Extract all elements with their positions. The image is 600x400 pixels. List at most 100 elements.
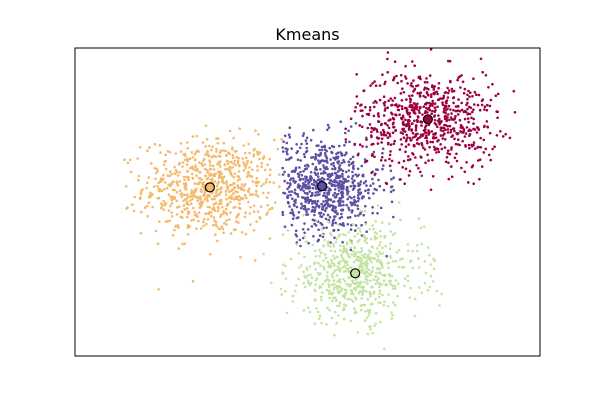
data-point: [469, 106, 473, 110]
data-point: [313, 262, 316, 265]
data-point: [222, 149, 225, 152]
data-point: [334, 240, 338, 244]
data-point: [318, 314, 322, 318]
data-point: [439, 134, 443, 137]
data-point: [218, 165, 222, 168]
data-point: [358, 264, 361, 268]
data-point: [225, 154, 228, 157]
data-point: [336, 192, 340, 196]
data-point: [501, 135, 505, 138]
data-point: [309, 175, 313, 178]
data-point: [375, 188, 378, 192]
data-point: [478, 177, 481, 181]
data-point: [326, 306, 329, 310]
data-point: [255, 184, 258, 187]
data-point: [431, 140, 435, 144]
data-point: [426, 153, 429, 157]
data-point: [168, 219, 171, 223]
data-point: [302, 282, 306, 285]
data-point: [284, 277, 288, 280]
data-point: [263, 168, 267, 172]
data-point: [395, 113, 398, 117]
data-point: [466, 93, 469, 97]
data-point: [357, 214, 360, 217]
data-point: [349, 201, 353, 204]
data-point: [336, 151, 340, 155]
data-point: [415, 124, 418, 127]
data-point: [455, 109, 459, 113]
data-point: [221, 178, 224, 182]
data-point: [389, 169, 393, 173]
data-point: [379, 241, 382, 244]
data-point: [372, 290, 376, 294]
data-point: [310, 276, 314, 280]
data-point: [237, 170, 241, 173]
data-point: [335, 180, 338, 183]
data-point: [337, 234, 341, 238]
data-point: [443, 132, 446, 135]
data-point: [237, 212, 240, 216]
data-point: [366, 282, 369, 285]
data-point: [181, 211, 184, 214]
data-point: [191, 165, 194, 168]
data-point: [377, 115, 381, 118]
data-point: [389, 256, 393, 259]
data-point: [472, 141, 476, 144]
data-point: [483, 105, 487, 108]
data-point: [410, 82, 413, 85]
data-point: [376, 212, 379, 215]
data-point: [382, 95, 386, 98]
data-point: [157, 196, 161, 200]
data-point: [353, 184, 357, 188]
data-point: [304, 139, 308, 142]
data-point: [341, 172, 344, 176]
data-point: [254, 190, 258, 193]
data-point: [316, 190, 320, 194]
data-point: [455, 132, 458, 135]
data-point: [278, 173, 281, 176]
data-point: [471, 110, 474, 114]
data-point: [496, 110, 500, 114]
data-point: [374, 220, 378, 223]
data-point: [154, 177, 157, 181]
data-point: [175, 213, 179, 216]
data-point: [328, 308, 332, 312]
data-point: [358, 143, 362, 146]
data-point: [353, 307, 356, 311]
data-point: [407, 128, 411, 131]
data-point: [337, 314, 340, 317]
data-point: [312, 128, 315, 132]
data-point: [309, 194, 313, 198]
data-point: [450, 175, 454, 179]
data-point: [185, 207, 189, 210]
data-point: [276, 147, 280, 151]
data-point: [396, 294, 399, 298]
data-point: [436, 125, 439, 129]
data-point: [226, 159, 229, 163]
data-point: [399, 178, 402, 181]
data-point: [156, 169, 159, 173]
data-point: [406, 82, 409, 85]
data-point: [361, 303, 365, 307]
data-point: [393, 60, 397, 63]
data-point: [297, 211, 301, 214]
data-point: [416, 120, 420, 123]
data-point: [248, 193, 252, 196]
data-point: [182, 175, 186, 179]
data-point: [186, 210, 190, 214]
data-point: [226, 162, 230, 166]
data-point: [195, 196, 199, 200]
data-point: [338, 184, 342, 187]
data-point: [425, 101, 429, 105]
data-point: [316, 310, 320, 314]
data-point: [366, 262, 370, 265]
data-point: [384, 244, 388, 248]
data-point: [415, 249, 419, 253]
data-point: [311, 186, 315, 190]
data-point: [200, 190, 203, 194]
data-point: [216, 141, 220, 145]
data-point: [316, 175, 320, 178]
data-point: [230, 183, 234, 187]
data-point: [194, 150, 198, 154]
data-point: [413, 144, 416, 148]
